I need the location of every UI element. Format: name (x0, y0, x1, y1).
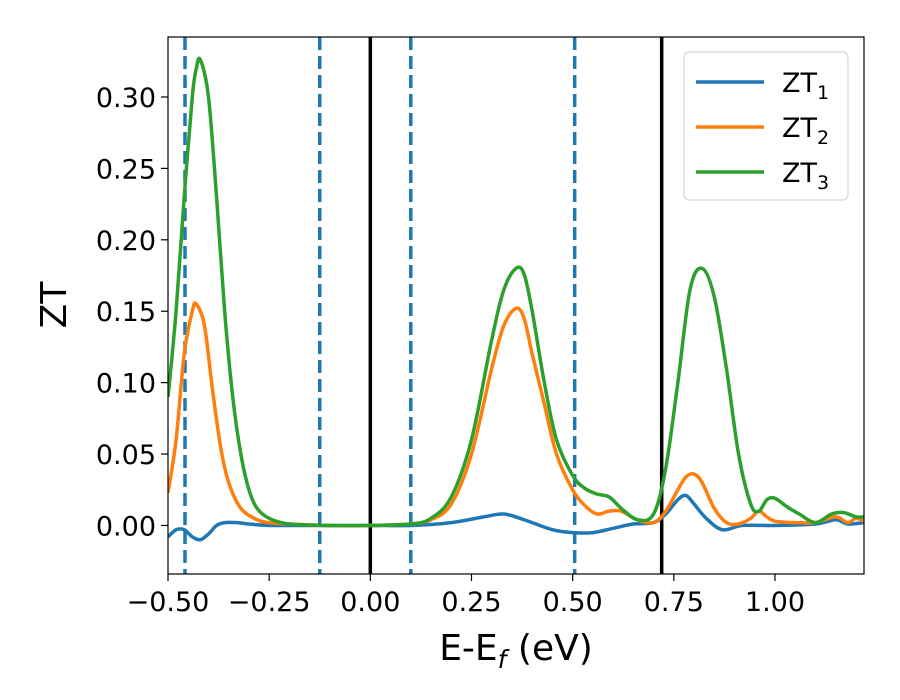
x-tick-label: 0.50 (543, 587, 603, 618)
legend-label-1: ZT1 (782, 68, 829, 104)
y-tick-label: 0.15 (96, 297, 156, 328)
vertical-reference-lines (183, 37, 664, 574)
x-tick-label: −0.50 (127, 587, 210, 618)
y-tick-label: 0.05 (96, 440, 156, 471)
legend: ZT1 ZT2 ZT3 (683, 51, 849, 201)
y-tick-label: 0.00 (96, 511, 156, 542)
y-tick-label: 0.30 (96, 83, 156, 114)
y-tick-label: 0.25 (96, 154, 156, 185)
series-line-3 (168, 56, 864, 528)
legend-box (683, 51, 849, 201)
x-axis-ticks: −0.50 −0.25 0.00 0.25 0.50 0.75 1.00 (127, 574, 805, 618)
x-tick-label: 1.00 (745, 587, 805, 618)
series-line-1 (168, 493, 864, 542)
x-axis-label: E-Ef (eV) (439, 628, 593, 674)
x-tick-label: −0.25 (228, 587, 311, 618)
series-lines (168, 56, 864, 542)
y-axis-label: ZT (34, 281, 75, 329)
x-tick-label: 0.75 (644, 587, 704, 618)
y-tick-label: 0.10 (96, 369, 156, 400)
x-tick-label: 0.25 (441, 587, 501, 618)
y-axis-ticks: 0.00 0.05 0.10 0.15 0.20 0.25 0.30 (96, 83, 168, 542)
x-tick-label: 0.00 (340, 587, 400, 618)
legend-label-2: ZT2 (782, 113, 829, 149)
y-tick-label: 0.20 (96, 226, 156, 257)
plot-frame (167, 36, 865, 575)
legend-label-3: ZT3 (782, 158, 829, 194)
